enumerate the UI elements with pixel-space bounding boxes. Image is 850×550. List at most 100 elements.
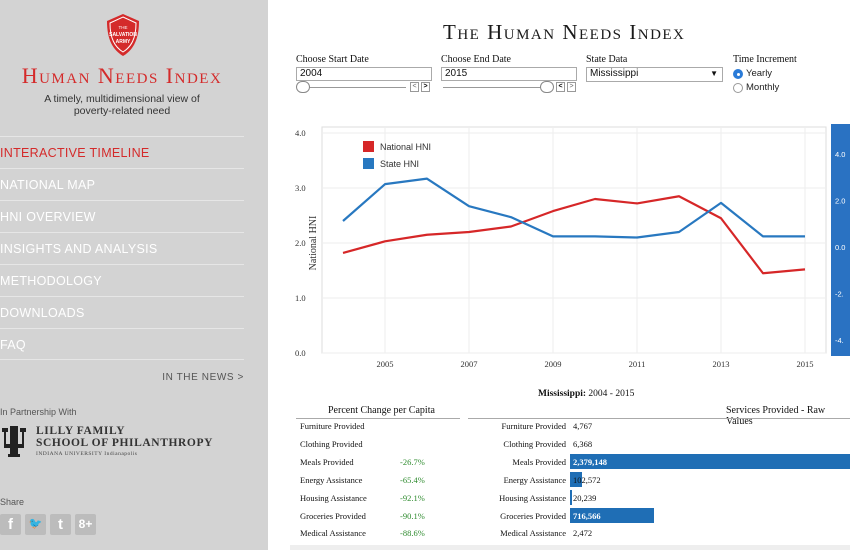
- tumblr-icon[interactable]: t: [50, 514, 71, 535]
- legend-swatch-national: [363, 141, 374, 152]
- percent-row-value: -65.4%: [400, 474, 425, 485]
- start-date-prev-button[interactable]: <: [410, 82, 419, 92]
- x-tick-label: 2007: [461, 359, 478, 369]
- x-tick-label: 2009: [545, 359, 562, 369]
- percent-row-label: Meals Provided: [300, 456, 354, 467]
- radio-yearly-label: Yearly: [746, 68, 773, 79]
- service-value-bar[interactable]: [570, 453, 850, 469]
- service-value-bar[interactable]: [570, 471, 583, 487]
- sidebar: THE SALVATION ARMY Human Needs Index A t…: [0, 0, 268, 550]
- service-row-value: 2,472: [573, 528, 593, 539]
- secondary-axis-tick: 0.0: [835, 243, 845, 252]
- time-increment-label: Time Increment: [733, 54, 797, 65]
- service-row-value: 4,767: [573, 421, 593, 431]
- chart-subtitle: Mississippi: 2004 - 2015: [538, 389, 634, 399]
- service-row-label: Groceries Provided: [500, 510, 566, 521]
- secondary-axis-tick: -4.: [835, 336, 844, 345]
- main-nav: INTERACTIVE TIMELINE NATIONAL MAP HNI OV…: [0, 136, 244, 360]
- radio-monthly-label: Monthly: [746, 82, 780, 93]
- chevron-down-icon: ▼: [710, 69, 718, 78]
- state-hni-line[interactable]: [342, 177, 805, 239]
- end-date-slider-thumb[interactable]: [540, 81, 554, 93]
- logo-text-line2: SALVATION: [109, 32, 137, 38]
- nav-item-insights-and-analysis[interactable]: INSIGHTS AND ANALYSIS: [0, 232, 244, 264]
- partner-name-line2[interactable]: SCHOOL OF PHILANTHROPY: [36, 437, 213, 449]
- state-select[interactable]: Mississippi ▼: [586, 67, 723, 82]
- brand-title[interactable]: Human Needs Index: [21, 63, 223, 88]
- indiana-university-trident-icon[interactable]: [0, 424, 28, 458]
- percent-row-value: -88.6%: [400, 528, 425, 539]
- start-date-slider-track[interactable]: [300, 87, 406, 90]
- start-date-next-button[interactable]: >: [421, 82, 430, 92]
- legend-swatch-state: [363, 158, 374, 169]
- start-date-slider-thumb[interactable]: [296, 81, 310, 93]
- start-date-field[interactable]: 2004: [296, 67, 432, 81]
- x-tick-label: 2005: [377, 359, 394, 369]
- start-date-label: Choose Start Date: [296, 54, 369, 65]
- percent-row-value: -26.7%: [400, 456, 425, 467]
- partner-name-line1[interactable]: LILLY FAMILY: [36, 425, 126, 437]
- legend-label-national: National HNI: [380, 142, 431, 152]
- right-table-divider: [468, 418, 850, 419]
- percent-row-label: Energy Assistance: [300, 474, 363, 485]
- nav-item-hni-overview[interactable]: HNI OVERVIEW: [0, 200, 244, 232]
- percent-row-value: -90.1%: [400, 510, 425, 521]
- service-value-bar[interactable]: [570, 489, 573, 505]
- service-row-label: Housing Assistance: [499, 492, 566, 503]
- twitter-icon[interactable]: 🐦: [25, 514, 46, 535]
- percent-row-value: -92.1%: [400, 492, 425, 503]
- y-tick-label: 1.0: [295, 293, 306, 303]
- nav-item-national-map[interactable]: NATIONAL MAP: [0, 168, 244, 200]
- state-select-value: Mississippi: [590, 68, 639, 79]
- y-axis-label: National HNI: [308, 216, 319, 271]
- x-tick-label: 2015: [797, 359, 814, 369]
- service-row-value: 716,566: [573, 510, 601, 521]
- radio-yearly[interactable]: [733, 69, 743, 79]
- service-row-label: Furniture Provided: [501, 421, 566, 431]
- left-table-divider: [296, 418, 460, 419]
- partner-label: In Partnership With: [0, 407, 77, 417]
- partner-name-line3: INDIANA UNIVERSITY Indianapolis: [36, 451, 138, 457]
- radio-monthly[interactable]: [733, 83, 743, 93]
- in-the-news-link[interactable]: IN THE NEWS >: [162, 372, 244, 383]
- end-date-field[interactable]: 2015: [441, 67, 577, 81]
- bottom-scrollbar[interactable]: [290, 545, 850, 550]
- chart-subtitle-range: 2004 - 2015: [586, 389, 635, 399]
- nav-item-faq[interactable]: FAQ: [0, 328, 244, 360]
- y-tick-label: 2.0: [295, 238, 306, 248]
- secondary-axis-tick: 2.0: [835, 197, 845, 206]
- service-value-bar[interactable]: [570, 507, 655, 523]
- x-tick-label: 2011: [629, 359, 646, 369]
- x-tick-label: 2013: [713, 359, 730, 369]
- service-row-label: Meals Provided: [512, 456, 566, 467]
- percent-row-label: Housing Assistance: [300, 492, 367, 503]
- share-label: Share: [0, 497, 25, 507]
- logo-text-line3: ARMY: [116, 39, 131, 45]
- page-title: The Human Needs Index: [443, 20, 686, 44]
- end-date-prev-button[interactable]: <: [556, 82, 565, 92]
- end-date-slider-track[interactable]: [443, 87, 551, 90]
- nav-item-methodology[interactable]: METHODOLOGY: [0, 264, 244, 296]
- service-row-value: 6,368: [573, 438, 593, 449]
- nav-item-downloads[interactable]: DOWNLOADS: [0, 296, 244, 328]
- end-date-label: Choose End Date: [441, 54, 511, 65]
- chart-subtitle-state: Mississippi:: [538, 389, 587, 399]
- secondary-axis-panel: [831, 124, 850, 356]
- facebook-icon[interactable]: f: [0, 514, 21, 535]
- service-row-value: 102,572: [573, 474, 601, 485]
- end-date-next-button[interactable]: >: [567, 82, 576, 92]
- percent-row-label: Furniture Provided: [300, 421, 365, 431]
- nav-item-interactive-timeline[interactable]: INTERACTIVE TIMELINE: [0, 136, 244, 168]
- google-plus-icon[interactable]: 8+: [75, 514, 96, 535]
- hni-line-chart: 0.0 1.0 2.0 3.0 4.0 2005 2007 2009 2011 2013 2015 N…: [295, 124, 850, 369]
- logo-text-line1: THE: [119, 25, 128, 30]
- salvation-army-shield-icon[interactable]: THE SALVATION ARMY: [103, 12, 143, 58]
- service-row-value: 20,239: [573, 492, 597, 503]
- percent-row-label: Clothing Provided: [300, 438, 363, 449]
- secondary-axis-tick: 4.0: [835, 150, 845, 159]
- percent-row-label: Medical Assistance: [300, 528, 366, 539]
- y-tick-label: 0.0: [295, 348, 306, 358]
- national-hni-line[interactable]: [342, 195, 806, 275]
- y-tick-label: 4.0: [295, 128, 306, 138]
- raw-values-header: Services Provided - Raw Values: [726, 405, 826, 427]
